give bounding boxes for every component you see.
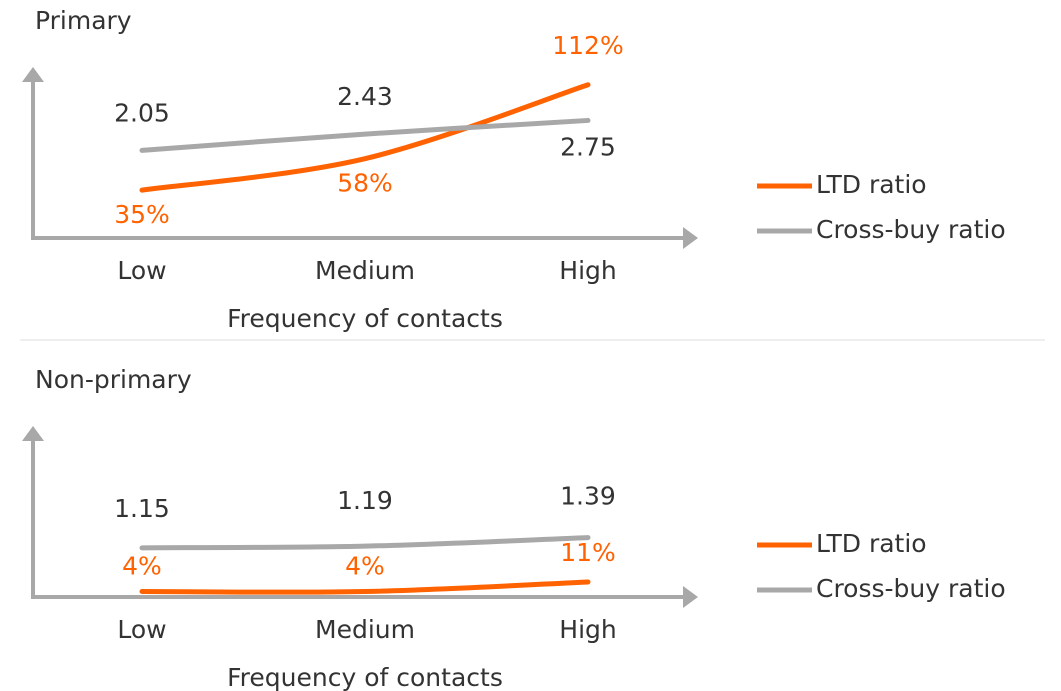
data-label: 1.15 (114, 494, 170, 523)
series-line (139, 117, 591, 153)
data-label: 58% (337, 169, 393, 198)
series-line (139, 579, 591, 595)
data-label: 2.05 (114, 98, 170, 127)
x-axis-arrow (683, 227, 698, 249)
legend-label: LTD ratio (816, 529, 927, 558)
x-tick-label: Medium (315, 256, 415, 285)
data-label: 1.39 (560, 482, 616, 511)
data-label: 4% (122, 552, 162, 581)
x-axis-label: Frequency of contacts (227, 663, 503, 691)
panel-title: Non-primary (35, 365, 192, 394)
x-tick-label: High (559, 256, 616, 285)
data-label: 4% (345, 552, 385, 581)
data-label: 35% (114, 200, 170, 229)
x-tick-label: Medium (315, 615, 415, 644)
legend-label: LTD ratio (816, 170, 927, 199)
series-line (139, 82, 591, 193)
panel-title: Primary (35, 6, 132, 35)
y-axis-arrow (22, 426, 44, 441)
data-label: 1.19 (337, 486, 393, 515)
x-axis-label: Frequency of contacts (227, 304, 503, 333)
data-label: 112% (552, 31, 623, 60)
x-tick-label: High (559, 615, 616, 644)
x-tick-label: Low (117, 256, 166, 285)
legend-label: Cross-buy ratio (816, 574, 1006, 603)
data-label: 2.75 (560, 132, 616, 161)
x-axis-arrow (683, 586, 698, 608)
y-axis-arrow (22, 67, 44, 82)
legend-label: Cross-buy ratio (816, 215, 1006, 244)
data-label: 11% (560, 538, 616, 567)
data-label: 2.43 (337, 82, 393, 111)
x-tick-label: Low (117, 615, 166, 644)
series-line (139, 535, 591, 551)
